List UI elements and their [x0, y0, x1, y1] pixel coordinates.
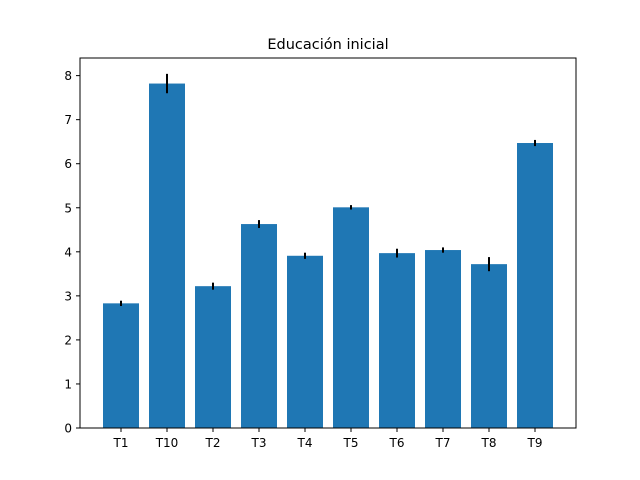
bar-t9	[517, 143, 553, 428]
x-tick-label: T4	[297, 436, 313, 450]
bar-t6	[379, 253, 415, 428]
x-tick-label: T6	[389, 436, 405, 450]
y-tick-label: 5	[64, 201, 72, 215]
y-tick-label: 3	[64, 289, 72, 303]
x-tick-label: T10	[155, 436, 179, 450]
bars-layer	[103, 83, 553, 429]
y-tick-label: 8	[64, 69, 72, 83]
y-tick-label: 7	[64, 113, 72, 127]
y-tick-label: 6	[64, 157, 72, 171]
chart-title: Educación inicial	[267, 37, 388, 53]
bar-t3	[241, 224, 277, 428]
x-tick-label: T3	[251, 436, 267, 450]
bar-t7	[425, 250, 461, 428]
y-tick-label: 4	[64, 245, 72, 259]
y-axis: 0 1 2 3 4 5 6 7 8	[64, 69, 80, 436]
x-tick-label: T8	[481, 436, 497, 450]
x-tick-label: T5	[343, 436, 359, 450]
bar-t2	[195, 286, 231, 428]
x-tick-label: T7	[435, 436, 451, 450]
bar-t1	[103, 303, 139, 428]
x-tick-label: T1	[113, 436, 129, 450]
y-tick-label: 1	[64, 377, 72, 391]
x-axis: T1 T10 T2 T3 T4 T5 T6 T7 T8 T9	[113, 428, 543, 450]
bar-t5	[333, 207, 369, 428]
y-tick-label: 2	[64, 333, 72, 347]
x-tick-label: T2	[205, 436, 221, 450]
bar-t4	[287, 255, 323, 428]
bar-t8	[471, 264, 507, 428]
bar-t10	[149, 83, 185, 429]
y-tick-label: 0	[64, 422, 72, 436]
error-bars-layer	[120, 73, 536, 306]
plot-frame	[79, 57, 577, 429]
x-tick-label: T9	[527, 436, 543, 450]
